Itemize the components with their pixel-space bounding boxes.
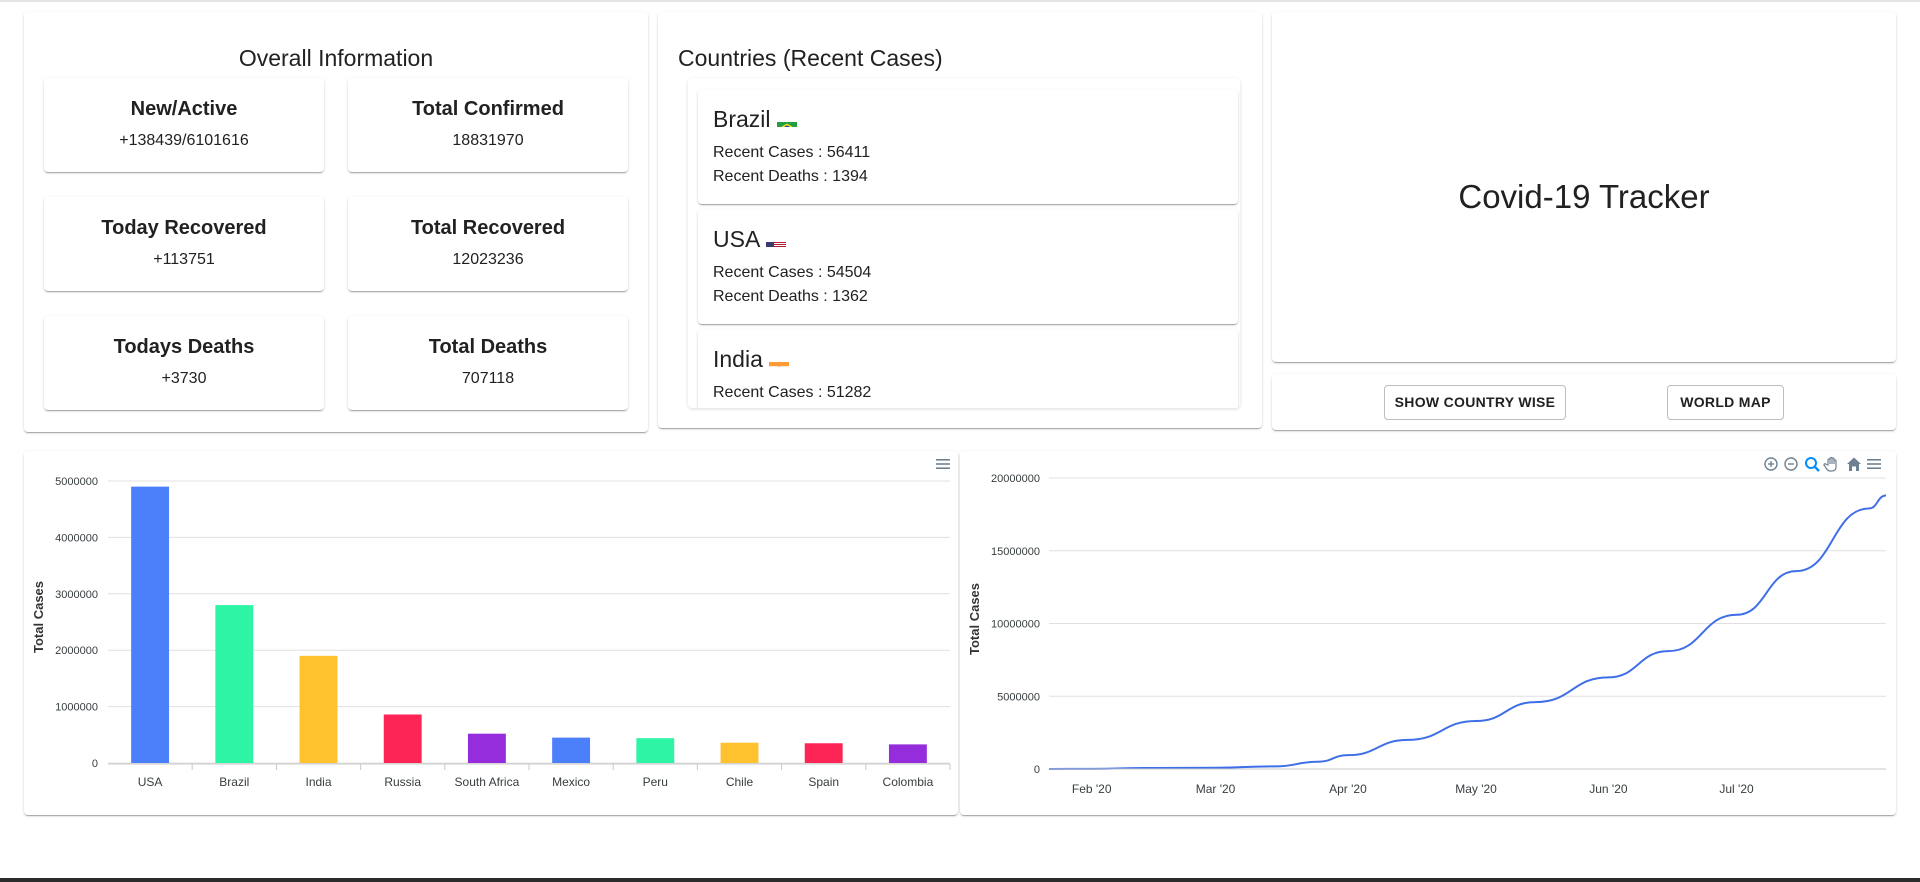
stat-value: +138439/6101616 (119, 132, 249, 149)
tracker-title: Covid-19 Tracker (1458, 178, 1710, 215)
line-series-total-cases (1048, 494, 1887, 770)
stat-value: +113751 (153, 251, 215, 268)
bar-india[interactable] (299, 655, 338, 763)
line-chart-card: 0 5000000 10000000 15000000 20000000 Feb '20… (960, 451, 1896, 815)
recent-cases: Recent Cases : 56411 (713, 144, 871, 161)
stat-value: 18831970 (452, 132, 524, 149)
stat-card-total-deaths: Total Deaths 707118 (348, 316, 628, 410)
line-chart: 0 5000000 10000000 15000000 20000000 Feb '20… (967, 456, 1887, 796)
bar-y-tick-label: 5000000 (55, 476, 98, 488)
bar-y-tick-label: 0 (92, 758, 98, 770)
country-item-india[interactable]: India Recent Cases : 51282 (698, 330, 1238, 408)
bar-brazil[interactable] (215, 605, 254, 763)
stat-card-todays-deaths: Todays Deaths +3730 (44, 316, 324, 410)
bar-chart-card: 0 1000000 2000000 3000000 4000000 5000000 USA… (24, 451, 958, 815)
line-x-tick-label: Mar '20 (1196, 782, 1236, 796)
bar-spain[interactable] (804, 743, 843, 763)
stat-value: 12023236 (452, 251, 524, 268)
bar-chart-y-axis-label: Total Cases (31, 581, 46, 653)
stat-label: Total Confirmed (412, 98, 564, 120)
bottom-divider (0, 878, 1920, 882)
country-name: Brazil (713, 106, 771, 132)
zoom-in-icon[interactable] (1764, 457, 1778, 471)
bar-y-tick-label: 4000000 (55, 532, 98, 544)
line-x-tick-label: Jun '20 (1589, 782, 1628, 796)
menu-icon[interactable] (1866, 456, 1882, 472)
line-y-tick-label: 0 (1034, 764, 1040, 776)
bar-x-tick-label: Spain (808, 775, 839, 789)
show-country-wise-button[interactable]: SHOW COUNTRY WISE (1384, 385, 1566, 420)
stat-card-total-confirmed: Total Confirmed 18831970 (348, 78, 628, 172)
stat-label: Total Deaths (428, 336, 548, 358)
zoom-out-icon[interactable] (1784, 457, 1798, 471)
line-x-tick-label: Apr '20 (1329, 782, 1367, 796)
bar-y-tick-label: 1000000 (55, 702, 98, 714)
countries-title: Countries (Recent Cases) (678, 45, 943, 71)
line-y-tick-label: 20000000 (991, 473, 1040, 485)
bar-colombia[interactable] (888, 744, 927, 763)
line-y-tick-label: 10000000 (991, 619, 1040, 631)
stat-value: 707118 (461, 370, 515, 387)
bar-x-tick-label: Brazil (219, 775, 249, 789)
country-name-row: India (713, 346, 789, 373)
countries-list[interactable]: Brazil Recent Cases : 56411 Recent Death… (688, 78, 1240, 408)
tracker-card: Covid-19 Tracker (1272, 12, 1896, 362)
bar-x-tick-label: Chile (726, 775, 754, 789)
bar-x-tick-label: India (305, 775, 331, 789)
line-x-tick-label: Jul '20 (1719, 782, 1754, 796)
bar-mexico[interactable] (552, 737, 591, 763)
line-chart-y-axis-label: Total Cases (967, 583, 982, 655)
india-flag-icon (768, 354, 789, 368)
top-divider (0, 0, 1920, 2)
bar-usa[interactable] (131, 486, 170, 763)
country-item-brazil[interactable]: Brazil Recent Cases : 56411 Recent Death… (698, 90, 1238, 204)
line-x-tick-label: May '20 (1455, 782, 1497, 796)
recent-deaths: Recent Deaths : 1362 (713, 288, 868, 305)
line-y-tick-label: 5000000 (997, 691, 1040, 703)
country-item-usa[interactable]: USA Recent Cases : 54504 Recent Deaths :… (698, 210, 1238, 324)
menu-icon[interactable] (935, 456, 951, 472)
zoom-selection-icon[interactable] (1805, 457, 1820, 472)
bar-x-tick-label: Colombia (883, 775, 934, 789)
recent-cases: Recent Cases : 51282 (713, 384, 872, 401)
country-name: India (713, 346, 763, 372)
country-name-row: USA (713, 226, 787, 253)
overall-info-card: Overall Information New/Active +138439/6… (24, 12, 648, 432)
overall-info-title: Overall Information (238, 45, 434, 71)
actions-card: SHOW COUNTRY WISE WORLD MAP (1272, 374, 1896, 430)
home-reset-icon[interactable] (1847, 457, 1861, 472)
recent-deaths: Recent Deaths : 1394 (713, 168, 868, 185)
bar-russia[interactable] (383, 714, 422, 763)
country-name: USA (713, 226, 761, 252)
bar-x-tick-label: South Africa (455, 775, 520, 789)
stat-card-today-recovered: Today Recovered +113751 (44, 197, 324, 291)
country-name-row: Brazil (713, 106, 797, 133)
bar-x-tick-label: USA (138, 775, 163, 789)
stat-label: New/Active (130, 98, 238, 120)
countries-card: Countries (Recent Cases) Brazil Recent C… (658, 12, 1262, 428)
stat-label: Total Recovered (410, 217, 566, 239)
bar-chart: 0 1000000 2000000 3000000 4000000 5000000 USA… (31, 456, 951, 789)
stat-label: Today Recovered (101, 217, 267, 239)
pan-hand-icon[interactable] (1823, 456, 1837, 472)
world-map-button[interactable]: WORLD MAP (1667, 385, 1784, 420)
stat-value: +3730 (161, 370, 207, 387)
bar-y-tick-label: 3000000 (55, 589, 98, 601)
stat-card-total-recovered: Total Recovered 12023236 (348, 197, 628, 291)
bar-south-africa[interactable] (467, 733, 506, 763)
line-x-tick-label: Feb '20 (1072, 782, 1112, 796)
brazil-flag-icon (776, 114, 797, 128)
bar-y-tick-label: 2000000 (55, 645, 98, 657)
usa-flag-icon (766, 234, 787, 248)
bar-x-tick-label: Mexico (552, 775, 590, 789)
bar-peru[interactable] (636, 738, 675, 763)
stat-label: Todays Deaths (113, 336, 255, 358)
recent-cases: Recent Cases : 54504 (713, 264, 872, 281)
line-y-tick-label: 15000000 (991, 546, 1040, 558)
bar-x-tick-label: Russia (384, 775, 421, 789)
bar-x-tick-label: Peru (643, 775, 668, 789)
bar-chile[interactable] (720, 742, 759, 763)
stat-card-new-active: New/Active +138439/6101616 (44, 78, 324, 172)
